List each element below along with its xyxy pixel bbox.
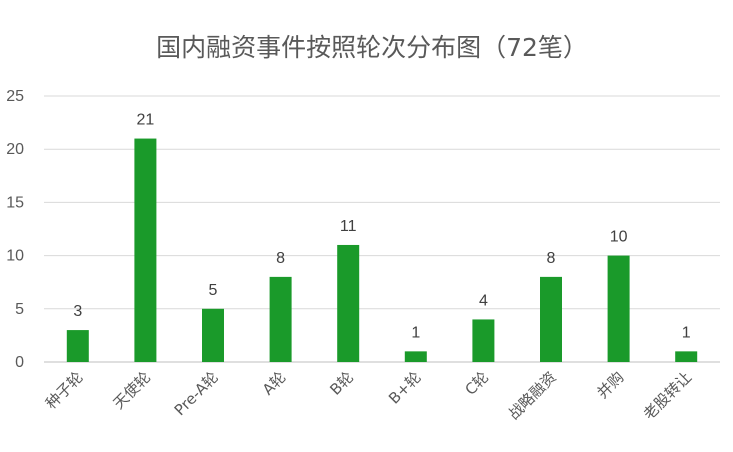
y-axis-ticks: 0 5 10 15 20 25: [6, 88, 24, 371]
bar: [337, 244, 360, 362]
x-tick-label: 天使轮: [110, 368, 155, 413]
data-label: 3: [73, 303, 82, 320]
chart-title: 国内融资事件按照轮次分布图（72笔）: [156, 33, 588, 62]
y-tick-label: 15: [6, 194, 24, 211]
data-label: 4: [479, 292, 488, 309]
bars: [66, 138, 698, 362]
y-tick-label: 20: [6, 141, 24, 158]
bar: [269, 276, 292, 362]
bar: [540, 276, 562, 362]
bar: [202, 308, 224, 362]
bar: [134, 138, 157, 362]
data-label: 1: [682, 324, 691, 341]
x-tick-label: B轮: [326, 368, 357, 399]
x-tick-label: 老股转让: [640, 368, 695, 423]
data-label: 8: [276, 250, 285, 267]
bar: [675, 351, 698, 362]
x-tick-label: 种子轮: [42, 368, 87, 413]
bar: [472, 319, 495, 362]
bar: [404, 351, 427, 362]
data-label: 5: [209, 282, 218, 299]
gridlines: [44, 95, 720, 363]
y-tick-label: 0: [15, 354, 24, 371]
x-tick-label: 战略融资: [505, 368, 560, 423]
y-tick-label: 25: [6, 88, 24, 105]
bar: [66, 330, 89, 362]
x-tick-label: 并购: [593, 368, 627, 402]
x-tick-label: B+轮: [385, 368, 424, 407]
data-label: 10: [610, 229, 628, 246]
y-tick-label: 10: [6, 248, 24, 265]
x-tick-label: Pre-A轮: [171, 368, 222, 419]
data-label: 11: [340, 218, 357, 235]
bar: [607, 255, 630, 362]
x-axis-ticks: 种子轮 天使轮 Pre-A轮 A轮 B轮 B+轮 C轮 战略融资 并购 老股转让: [42, 368, 695, 423]
data-label: 8: [547, 250, 556, 267]
data-label: 1: [411, 324, 420, 341]
x-tick-label: C轮: [461, 368, 492, 399]
x-tick-label: A轮: [259, 368, 290, 399]
y-tick-label: 5: [15, 301, 24, 318]
data-label: 21: [137, 112, 155, 129]
